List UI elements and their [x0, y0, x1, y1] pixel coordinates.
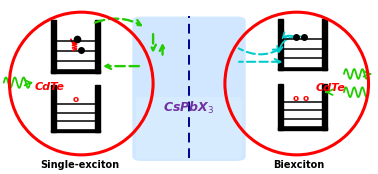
Text: o: o: [73, 95, 79, 104]
Bar: [51, 85, 56, 132]
Text: CsPbX$_3$: CsPbX$_3$: [163, 100, 215, 116]
Text: Biexciton: Biexciton: [273, 160, 324, 170]
Bar: [278, 127, 327, 130]
FancyBboxPatch shape: [136, 97, 242, 159]
Text: o: o: [293, 94, 299, 103]
Bar: [51, 130, 100, 132]
Bar: [278, 19, 282, 70]
Text: Single-exciton: Single-exciton: [40, 160, 119, 170]
Bar: [95, 85, 100, 132]
FancyBboxPatch shape: [132, 17, 246, 161]
Bar: [278, 84, 282, 130]
Bar: [322, 84, 327, 130]
Text: o: o: [303, 94, 309, 103]
Text: CdTe: CdTe: [316, 83, 346, 93]
Bar: [95, 20, 100, 73]
Bar: [51, 20, 56, 73]
Bar: [51, 70, 100, 73]
Bar: [322, 19, 327, 70]
Text: CdTe: CdTe: [34, 82, 64, 92]
Bar: [278, 68, 327, 70]
